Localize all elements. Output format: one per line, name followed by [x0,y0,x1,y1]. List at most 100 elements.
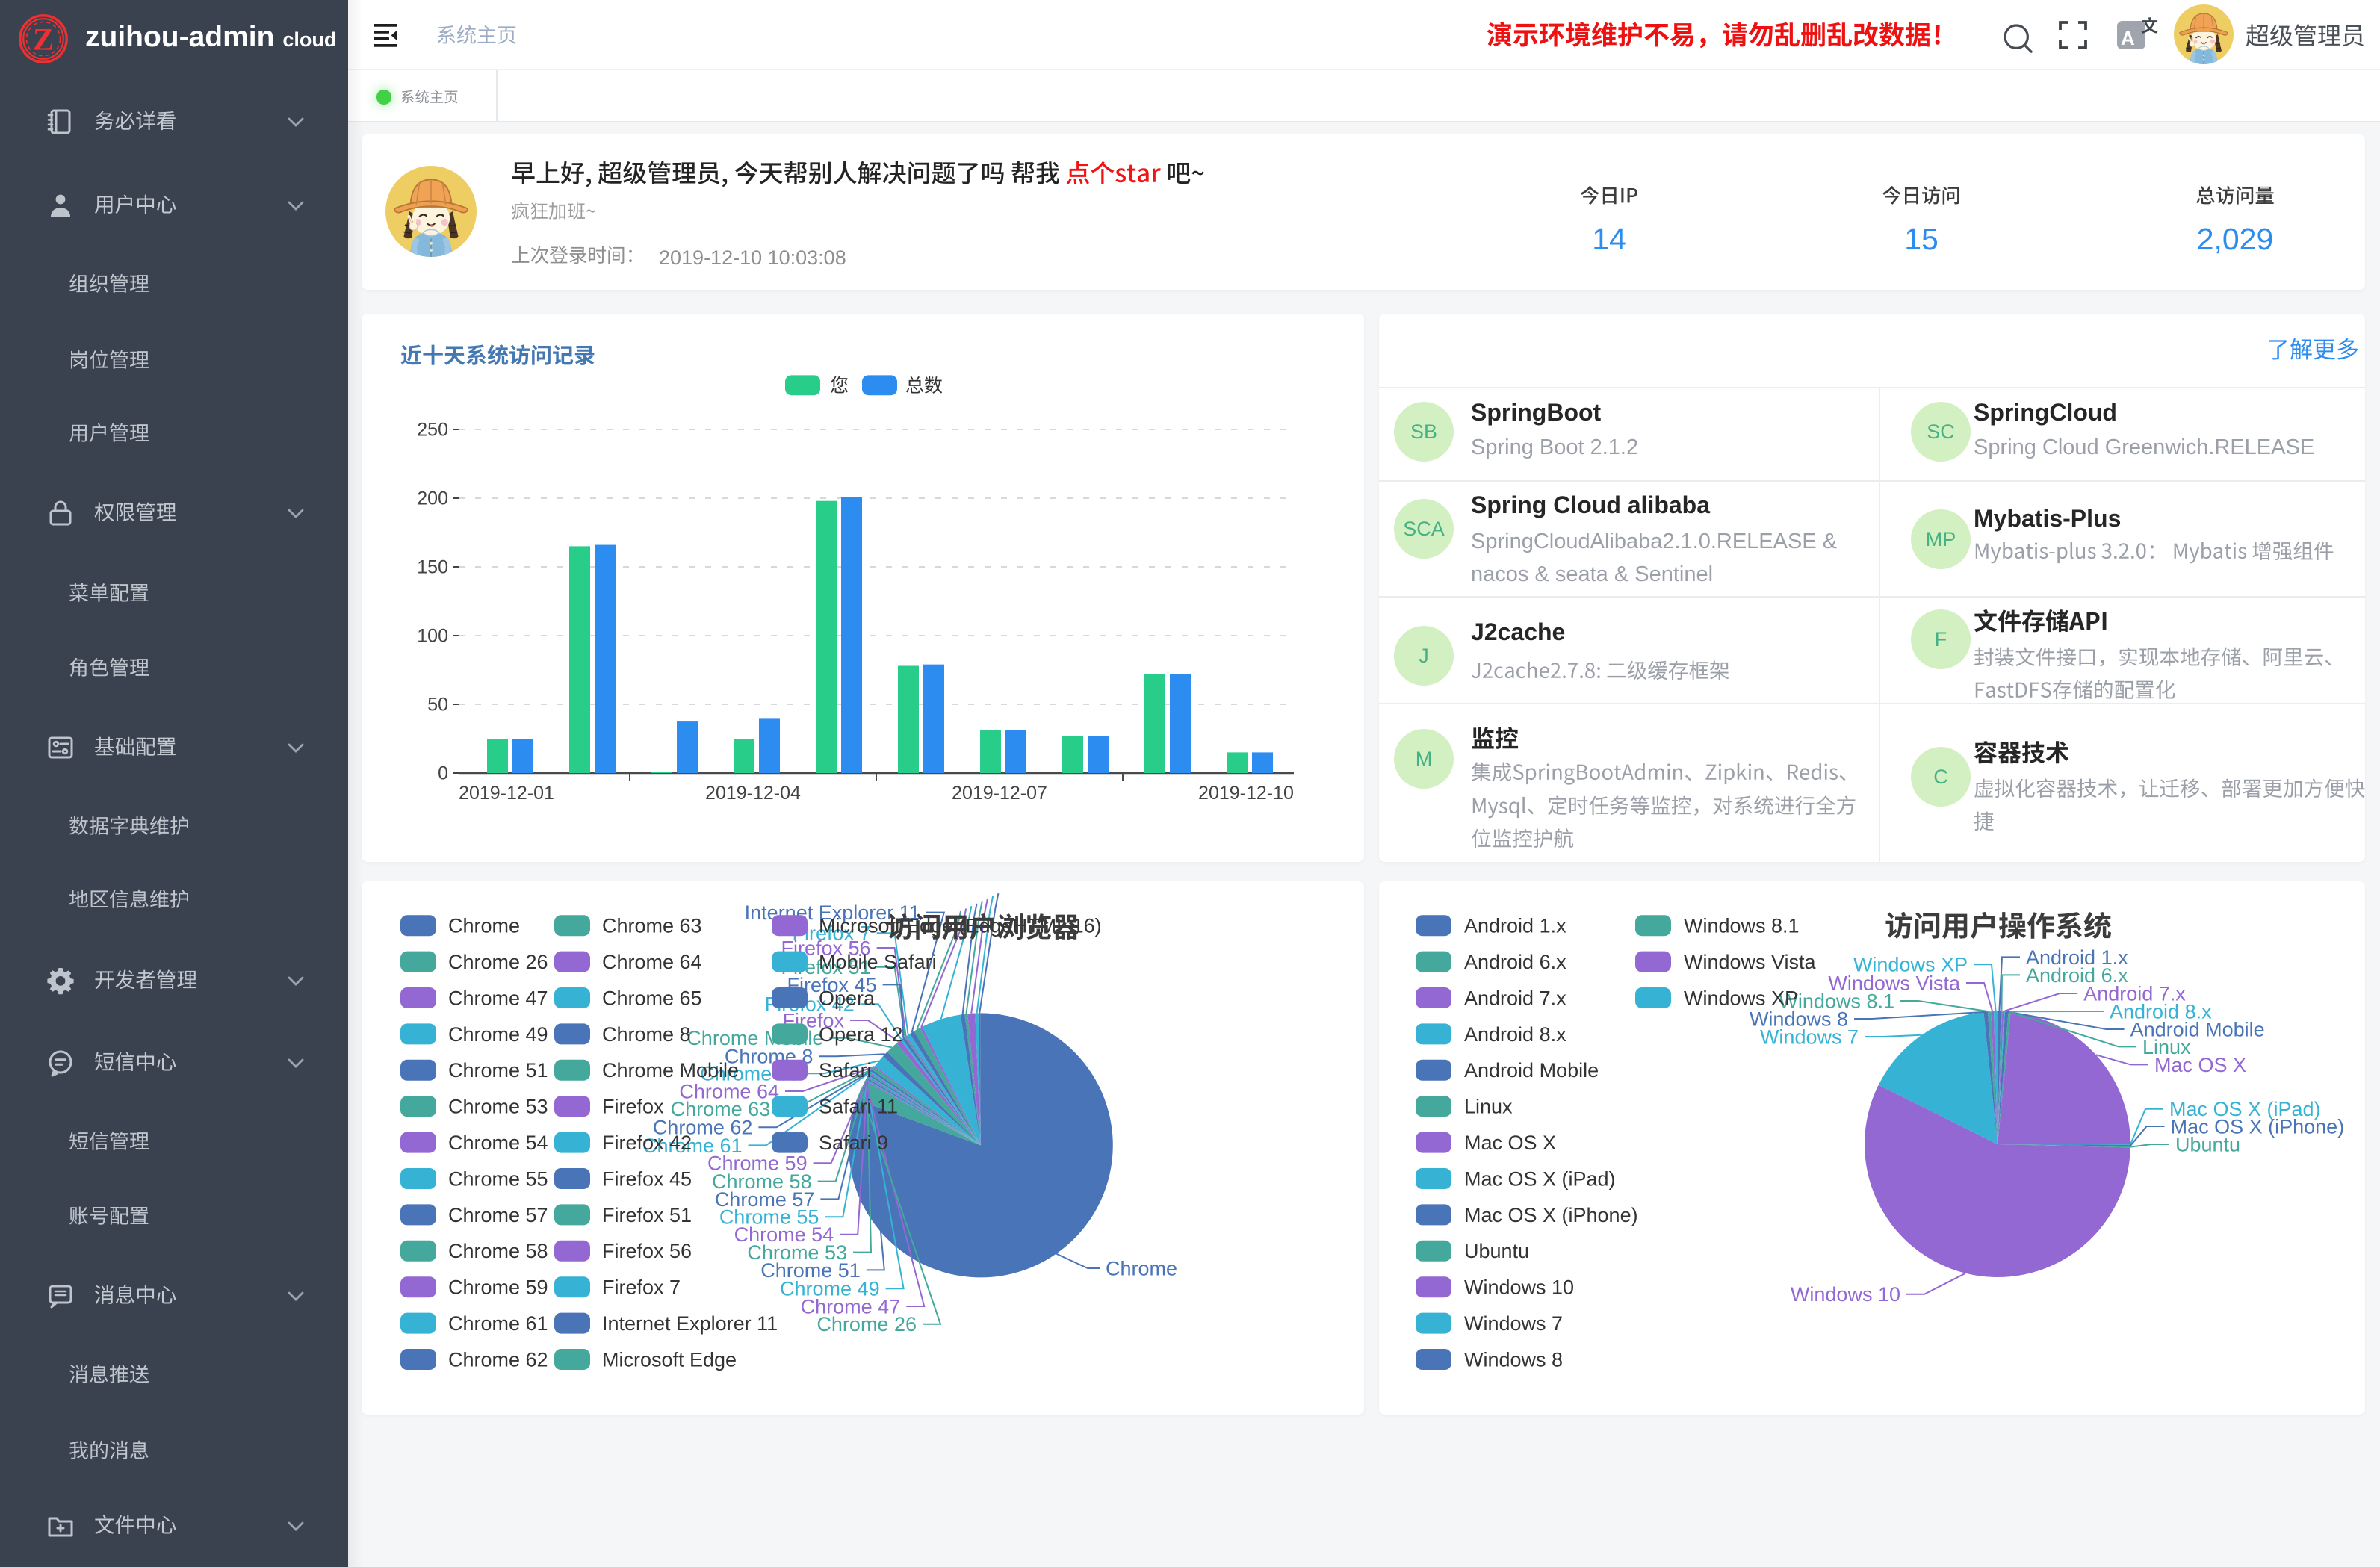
svg-text:nacos & seata & Sentinel: nacos & seata & Sentinel [1471,562,1713,586]
svg-text:Mac OS X (iPad): Mac OS X (iPad) [1464,1167,1616,1190]
svg-text:2019-12-10: 2019-12-10 [1198,783,1294,804]
svg-text:Chrome 51: Chrome 51 [760,1259,861,1282]
svg-text:Android 7.x: Android 7.x [2083,982,2186,1005]
svg-text:Windows 7: Windows 7 [1760,1025,1859,1048]
svg-text:Android 1.x: Android 1.x [2026,946,2128,969]
svg-text:Mac OS X (iPhone): Mac OS X (iPhone) [1464,1204,1638,1226]
svg-text:Firefox: Firefox [602,1096,664,1118]
svg-text:Chrome 64: Chrome 64 [602,951,702,973]
svg-text:Linux: Linux [2142,1036,2191,1058]
svg-text:Windows XP: Windows XP [1684,987,1798,1009]
svg-text:50: 50 [427,695,448,716]
svg-text:J2cache: J2cache [1471,618,1565,645]
svg-text:Safari: Safari [819,1059,872,1082]
svg-text:Chrome 47: Chrome 47 [448,987,548,1009]
svg-text:Chrome 58: Chrome 58 [712,1170,812,1193]
svg-text:Chrome 62: Chrome 62 [653,1117,753,1139]
svg-text:Ubuntu: Ubuntu [2175,1133,2240,1155]
svg-text:Chrome 57: Chrome 57 [715,1188,815,1211]
svg-text:Firefox 42: Firefox 42 [602,1132,692,1154]
svg-text:Spring Cloud Greenwich.RELEASE: Spring Cloud Greenwich.RELEASE [1974,435,2314,459]
svg-text:Mybatis-Plus: Mybatis-Plus [1974,505,2121,532]
svg-text:Microsoft Edge: Microsoft Edge [602,1348,737,1371]
svg-text:2019-12-01: 2019-12-01 [459,783,554,804]
svg-text:2019-12-04: 2019-12-04 [705,783,801,804]
svg-text:M: M [1416,748,1433,770]
svg-text:Android 6.x: Android 6.x [2026,964,2128,987]
svg-text:Windows 10: Windows 10 [1464,1276,1574,1299]
svg-text:SB: SB [1410,421,1437,443]
svg-text:150: 150 [417,557,448,578]
svg-text:Chrome 59: Chrome 59 [448,1276,548,1299]
svg-text:Windows 8: Windows 8 [1750,1008,1848,1030]
svg-text:SC: SC [1927,421,1955,443]
svg-text:Chrome Mobile: Chrome Mobile [602,1059,739,1082]
svg-text:Chrome 62: Chrome 62 [448,1348,548,1371]
svg-text:Mac OS X (iPad): Mac OS X (iPad) [2169,1098,2321,1120]
svg-text:Mac OS X (iPhone): Mac OS X (iPhone) [2171,1115,2345,1138]
svg-text:Chrome 26: Chrome 26 [448,951,548,973]
svg-text:Chrome 54: Chrome 54 [448,1132,548,1154]
svg-text:Android Mobile: Android Mobile [1464,1059,1599,1082]
svg-text:Chrome 51: Chrome 51 [448,1059,548,1082]
svg-text:Android 8.x: Android 8.x [1464,1023,1566,1046]
svg-text:250: 250 [417,420,448,441]
svg-text:Chrome 57: Chrome 57 [448,1204,548,1226]
svg-text:Chrome: Chrome [448,915,520,937]
svg-text:Firefox 45: Firefox 45 [602,1167,692,1190]
svg-text:SpringCloudAlibaba2.1.0.RELEAS: SpringCloudAlibaba2.1.0.RELEASE & [1471,530,1837,553]
svg-text:Windows Vista: Windows Vista [1684,951,1817,973]
svg-text:Z: Z [33,23,54,58]
svg-text:Internet Explorer 11: Internet Explorer 11 [602,1312,778,1335]
svg-text:2019-12-07: 2019-12-07 [952,783,1047,804]
svg-text:Chrome 55: Chrome 55 [719,1206,819,1229]
svg-text:Chrome 64: Chrome 64 [679,1080,779,1102]
svg-text:Opera 12: Opera 12 [819,1023,903,1046]
svg-text:Chrome 54: Chrome 54 [734,1223,834,1246]
svg-text:Spring Cloud alibaba: Spring Cloud alibaba [1471,491,1710,518]
svg-text:Firefox 51: Firefox 51 [602,1204,692,1226]
svg-text:Chrome 63: Chrome 63 [602,915,702,937]
svg-text:Chrome 49: Chrome 49 [448,1023,548,1046]
svg-text:Safari 11: Safari 11 [819,1096,898,1118]
svg-text:Chrome 61: Chrome 61 [642,1135,743,1157]
svg-text:Android Mobile: Android Mobile [2130,1018,2265,1040]
svg-text:200: 200 [417,488,448,509]
svg-text:Chrome 47: Chrome 47 [801,1295,901,1318]
svg-text:Chrome 65: Chrome 65 [602,987,702,1009]
svg-text:Chrome 8: Chrome 8 [602,1023,691,1046]
svg-text:0: 0 [438,763,448,784]
svg-text:SpringBoot: SpringBoot [1471,399,1602,426]
svg-text:SpringCloud: SpringCloud [1974,399,2117,426]
svg-text:J: J [1419,645,1429,667]
svg-text:Chrome 53: Chrome 53 [747,1241,847,1264]
svg-text:MP: MP [1926,528,1956,550]
svg-text:Firefox 7: Firefox 7 [602,1276,681,1299]
svg-text:Windows 7: Windows 7 [1464,1312,1563,1335]
svg-text:Chrome 63: Chrome 63 [671,1098,771,1120]
svg-text:SCA: SCA [1403,518,1445,540]
svg-text:Chrome 26: Chrome 26 [816,1313,917,1335]
svg-text:Chrome 59: Chrome 59 [707,1152,808,1175]
svg-text:Chrome 49: Chrome 49 [780,1278,880,1300]
svg-text:Chrome 53: Chrome 53 [448,1096,548,1118]
svg-text:Mobile Safari: Mobile Safari [819,951,937,973]
svg-text:Mac OS X: Mac OS X [1464,1132,1556,1154]
svg-text:Microsoft Edge (EdgeHTML 16): Microsoft Edge (EdgeHTML 16) [819,915,1102,937]
svg-text:Mac OS X: Mac OS X [2154,1054,2246,1076]
svg-text:Windows 8: Windows 8 [1464,1348,1563,1371]
svg-text:Android 8.x: Android 8.x [2110,1000,2212,1023]
svg-text:Spring Boot 2.1.2: Spring Boot 2.1.2 [1471,435,1638,459]
svg-text:Opera: Opera [819,987,876,1009]
svg-text:Windows Vista: Windows Vista [1828,972,1961,994]
svg-text:Linux: Linux [1464,1096,1513,1118]
svg-text:Windows 8.1: Windows 8.1 [1684,915,1800,937]
svg-text:Chrome 58: Chrome 58 [448,1240,548,1262]
svg-text:Android 7.x: Android 7.x [1464,987,1566,1009]
svg-text:Ubuntu: Ubuntu [1464,1240,1529,1262]
svg-text:100: 100 [417,626,448,647]
svg-text:C: C [1933,766,1948,788]
svg-text:Chrome 55: Chrome 55 [448,1167,548,1190]
svg-text:Safari 9: Safari 9 [819,1132,888,1154]
svg-text:Android 6.x: Android 6.x [1464,951,1566,973]
